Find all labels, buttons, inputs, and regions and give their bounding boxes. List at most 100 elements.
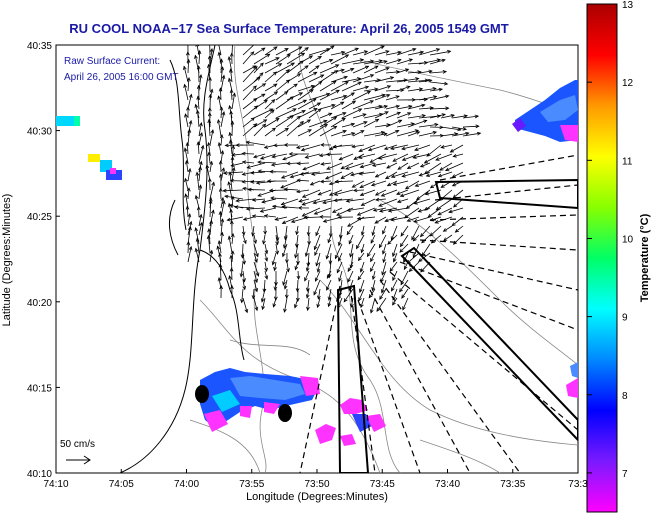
- current-vector-arrow: [378, 234, 387, 249]
- current-vector-arrow: [273, 279, 278, 291]
- current-vector-arrow: [418, 87, 437, 92]
- current-vector-arrow: [220, 149, 225, 164]
- current-vector-arrow: [301, 207, 321, 217]
- current-vector-arrow: [363, 118, 380, 128]
- current-vector-arrow: [227, 77, 233, 92]
- current-vector-arrow: [220, 66, 225, 83]
- current-vector-arrow: [418, 130, 438, 137]
- colorbar-tick-label: 8: [622, 391, 628, 402]
- current-vector-arrow: [343, 288, 354, 303]
- current-vector-arrow: [297, 108, 318, 119]
- current-vector-arrow: [186, 187, 191, 200]
- current-vector-arrow: [330, 94, 348, 101]
- current-vector-arrow: [390, 225, 398, 241]
- current-vector-arrow: [319, 112, 333, 119]
- current-vector-arrow: [242, 105, 259, 119]
- current-vector-arrow: [330, 81, 349, 92]
- current-vector-arrow: [233, 205, 255, 209]
- current-vector-arrow: [399, 279, 409, 293]
- current-vector-arrow: [397, 162, 409, 170]
- current-vector-arrow: [220, 167, 225, 182]
- current-vector-arrow: [374, 76, 395, 83]
- current-vector-arrow: [418, 122, 439, 128]
- current-vector-arrow: [206, 234, 211, 254]
- current-vector-arrow: [253, 123, 267, 137]
- current-vector-arrow: [242, 117, 256, 128]
- current-vector-arrow: [378, 207, 398, 213]
- current-vector-arrow: [332, 144, 354, 149]
- current-vector-arrow: [229, 68, 233, 83]
- current-vector-arrow: [370, 297, 376, 314]
- current-vector-arrow: [429, 106, 450, 111]
- current-vector-arrow: [263, 225, 267, 236]
- current-vector-arrow: [319, 89, 340, 101]
- current-vector-arrow: [281, 216, 299, 224]
- current-vector-arrow: [418, 171, 431, 177]
- current-vector-arrow: [198, 221, 203, 236]
- current-vector-arrow: [275, 79, 291, 92]
- x-tick-label: 73:45: [370, 479, 395, 490]
- current-vector-arrow: [198, 144, 205, 164]
- current-vector-arrow: [282, 153, 299, 161]
- current-vector-arrow: [218, 87, 223, 101]
- current-vector-arrow: [308, 102, 322, 110]
- current-vector-arrow: [390, 171, 409, 178]
- current-vector-arrow: [286, 110, 306, 119]
- current-vector-arrow: [245, 207, 266, 211]
- current-vector-arrow: [374, 94, 391, 101]
- current-vector-arrow: [327, 288, 332, 301]
- current-vector-arrow: [363, 65, 379, 74]
- current-vector-arrow: [346, 207, 365, 213]
- current-vector-arrow: [407, 114, 427, 119]
- current-vector-arrow: [295, 144, 310, 149]
- current-vector-arrow: [309, 180, 321, 186]
- current-vector-arrow: [363, 59, 384, 65]
- current-vector-arrow: [400, 270, 409, 286]
- current-vector-arrow: [451, 131, 470, 137]
- current-vector-arrow: [207, 111, 212, 128]
- current-vector-arrow: [230, 250, 235, 263]
- current-vector-arrow: [207, 141, 211, 155]
- current-vector-arrow: [304, 153, 321, 159]
- current-vector-arrow: [286, 46, 303, 56]
- current-vector-arrow: [184, 113, 189, 128]
- current-vector-arrow: [209, 181, 215, 200]
- current-vector-arrow: [396, 77, 420, 83]
- current-vector-arrow: [331, 207, 343, 213]
- current-vector-arrow: [317, 288, 321, 300]
- current-vector-arrow: [186, 76, 191, 92]
- current-vector-arrow: [310, 171, 332, 176]
- current-vector-arrow: [340, 171, 354, 179]
- current-vector-arrow: [286, 161, 299, 166]
- colorbar-tick-label: 9: [622, 313, 628, 324]
- current-vector-arrow: [296, 270, 301, 281]
- current-vector-arrow: [187, 213, 192, 227]
- current-vector-arrow: [230, 284, 234, 299]
- current-vector-arrow: [356, 234, 365, 250]
- current-vector-arrow: [308, 74, 325, 83]
- current-vector-arrow: [229, 267, 234, 281]
- current-vector-arrow: [230, 195, 235, 209]
- current-vector-arrow: [401, 288, 409, 299]
- current-vector-arrow: [220, 218, 225, 236]
- current-vector-arrow: [264, 252, 269, 262]
- x-tick-label: 74:10: [43, 479, 68, 490]
- current-vector-arrow: [407, 50, 425, 56]
- current-vector-arrow: [352, 65, 370, 74]
- current-vector-arrow: [451, 114, 469, 119]
- current-vector-arrow: [319, 64, 340, 74]
- current-vector-arrow: [319, 45, 335, 56]
- current-vector-arrow: [371, 162, 387, 167]
- current-vector-arrow: [448, 207, 464, 214]
- current-vector-arrow: [374, 111, 389, 119]
- current-vector-arrow: [207, 177, 212, 191]
- current-vector-arrow: [241, 160, 255, 165]
- current-vector-arrow: [374, 132, 388, 137]
- current-vector-arrow: [357, 270, 365, 281]
- current-vector-arrow: [396, 68, 410, 74]
- current-vector-arrow: [382, 243, 387, 255]
- current-vector-arrow: [220, 231, 224, 245]
- current-vector-arrow: [324, 171, 343, 180]
- current-vector-arrow: [282, 243, 288, 258]
- current-vector-arrow: [286, 83, 298, 92]
